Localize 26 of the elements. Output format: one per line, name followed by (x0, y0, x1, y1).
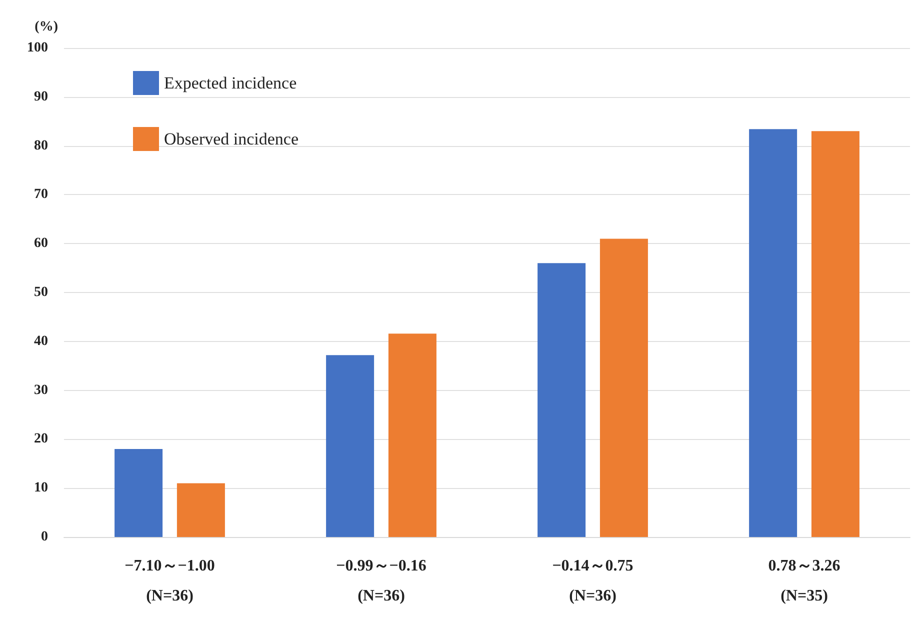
bar (326, 355, 374, 537)
x-tick-label: −0.14～0.75 (N=36) (552, 558, 634, 604)
bar (600, 238, 648, 537)
y-tick-label: 90 (34, 89, 48, 104)
y-tick-label: 30 (34, 382, 48, 398)
y-tick-label: 10 (34, 480, 48, 496)
bar (388, 334, 436, 537)
bar (749, 129, 798, 537)
y-tick-label: 70 (34, 187, 48, 202)
bar (811, 131, 860, 537)
y-tick-label: 20 (34, 432, 48, 447)
x-tick-label: −0.99～−0.16 (N=36) (336, 558, 426, 604)
y-tick-label: 50 (34, 285, 48, 300)
x-tick-label: −7.10～−1.00 (N=36) (124, 558, 215, 604)
bar (176, 483, 225, 537)
y-axis-title: (%) (34, 20, 58, 34)
y-tick-label: 40 (34, 334, 48, 349)
y-tick-label: 80 (34, 138, 48, 154)
legend-label: Observed incidence (164, 130, 299, 148)
y-tick-label: 0 (41, 530, 48, 544)
legend-label: Expected incidence (164, 74, 297, 92)
bar (114, 448, 163, 537)
bar (538, 263, 586, 537)
x-tick-label: 0.78～3.26 (N=35) (768, 558, 840, 604)
y-tick-label: 100 (27, 40, 48, 56)
y-tick-label: 60 (34, 236, 48, 252)
